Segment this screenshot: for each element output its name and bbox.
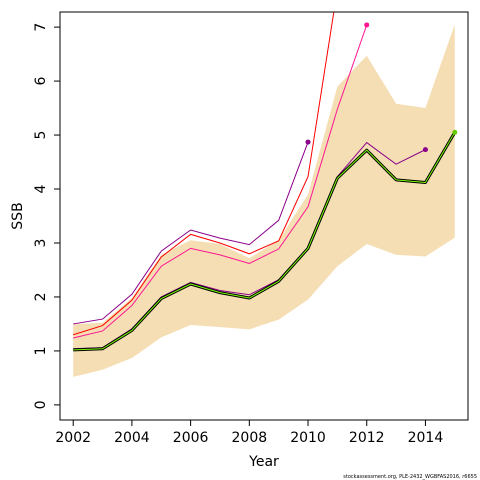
retrospective-line-2	[73, 12, 335, 336]
x-tick-label-2014: 2014	[408, 430, 444, 446]
x-tick-label-2008: 2008	[232, 430, 268, 446]
estimate-line-inner	[73, 132, 456, 351]
y-axis-title: SSB	[10, 202, 26, 229]
source-caption: stockassessment.org, PLE-2432_WGBFAS2016…	[343, 474, 477, 480]
y-tick-label-1: 1	[33, 346, 49, 355]
endpoint-marker-4	[452, 129, 458, 135]
retrospective-line-1	[73, 141, 309, 325]
x-axis-title: Year	[248, 454, 279, 470]
retrospective-line-3	[73, 24, 368, 339]
confidence-band	[73, 24, 455, 377]
y-tick-label-3: 3	[33, 239, 49, 248]
x-tick-label-2004: 2004	[114, 430, 150, 446]
y-tick-label-0: 0	[33, 400, 49, 409]
endpoint-marker-1	[305, 139, 311, 145]
y-tick-label-4: 4	[33, 184, 49, 193]
y-tick-label-7: 7	[33, 23, 49, 32]
y-tick-label-5: 5	[33, 131, 49, 140]
endpoint-marker-2	[364, 22, 370, 28]
plot-area	[73, 12, 458, 377]
axes: 2002 2004 2006 2008 2010 2012 2014 0 1 2 3 4 5 6 7	[33, 11, 469, 446]
endpoint-marker-3	[422, 147, 428, 153]
y-tick-label-6: 6	[33, 77, 49, 86]
x-tick-label-2010: 2010	[290, 430, 326, 446]
plot-frame	[59, 11, 469, 421]
x-tick-label-2006: 2006	[173, 430, 209, 446]
x-tick-label-2002: 2002	[55, 430, 91, 446]
y-tick-label-2: 2	[33, 292, 49, 301]
x-tick-label-2012: 2012	[349, 430, 385, 446]
